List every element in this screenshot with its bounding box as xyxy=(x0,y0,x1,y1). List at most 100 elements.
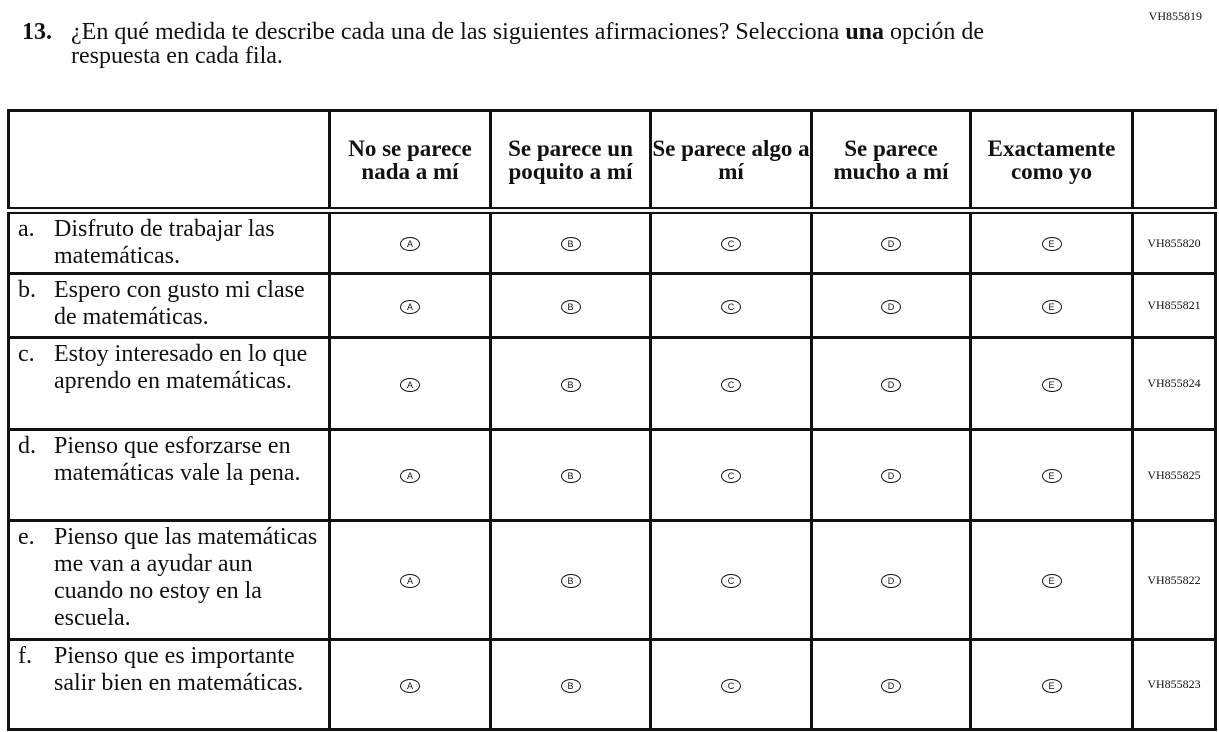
answer-bubble-d[interactable]: D xyxy=(881,377,901,392)
table-row: a. Disfruto de trabajar las matemáticas. A… xyxy=(7,209,1217,275)
answer-bubble-a[interactable]: A xyxy=(400,377,420,392)
header-blank xyxy=(1131,109,1217,214)
statement-text: Espero con gusto mi clase de matemáticas… xyxy=(54,277,305,330)
option-cell: C xyxy=(649,336,813,431)
option-cell: C xyxy=(649,638,813,731)
item-code: VH855825 xyxy=(1131,428,1217,522)
statement-letter: f. xyxy=(18,643,32,669)
item-code: VH855822 xyxy=(1131,519,1217,641)
option-cell: A xyxy=(328,272,492,339)
statement-text: Pienso que esforzarse en matemáticas val… xyxy=(54,433,301,486)
answer-bubble-b[interactable]: B xyxy=(560,574,581,588)
option-cell: E xyxy=(969,428,1134,522)
item-code: VH855823 xyxy=(1131,638,1217,731)
question-text-part: opción de respuesta en cada fila. xyxy=(71,19,985,69)
option-cell: B xyxy=(489,638,652,731)
option-cell: C xyxy=(649,209,813,275)
option-cell: E xyxy=(969,209,1134,275)
option-cell: C xyxy=(649,272,813,339)
statement: c. Estoy interesado en lo que aprendo en … xyxy=(7,336,331,431)
statement: f. Pienso que es importante salir bien en… xyxy=(7,638,331,731)
option-cell: D xyxy=(810,209,972,275)
answer-bubble-a[interactable]: A xyxy=(400,299,420,314)
answer-bubble-d[interactable]: D xyxy=(881,299,901,314)
option-cell: A xyxy=(328,336,492,431)
answer-bubble-b[interactable]: B xyxy=(560,469,581,483)
option-cell: E xyxy=(969,638,1134,731)
answer-bubble-e[interactable]: E xyxy=(1041,678,1062,693)
answer-bubble-c[interactable]: C xyxy=(721,469,741,483)
option-cell: D xyxy=(810,336,972,431)
answer-bubble-b[interactable]: B xyxy=(560,377,581,392)
answer-bubble-c[interactable]: C xyxy=(721,299,741,314)
answer-bubble-d[interactable]: D xyxy=(881,469,901,483)
item-code: VH855821 xyxy=(1131,272,1217,339)
answer-bubble-a[interactable]: A xyxy=(400,237,420,251)
option-cell: D xyxy=(810,638,972,731)
answer-bubble-e[interactable]: E xyxy=(1041,574,1062,588)
table-row: f. Pienso que es importante salir bien en… xyxy=(7,638,1217,731)
answer-bubble-c[interactable]: C xyxy=(721,678,741,693)
option-cell: E xyxy=(969,336,1134,431)
statement-letter: b. xyxy=(18,277,36,303)
statement: b. Espero con gusto mi clase de matemátic… xyxy=(7,272,331,339)
statement: a. Disfruto de trabajar las matemáticas. xyxy=(7,209,331,275)
column-header: Se parece mucho a mí xyxy=(810,109,972,214)
table-row: e. Pienso que las matemáticas me van a ay… xyxy=(7,519,1217,641)
table-row: d. Pienso que esforzarse en matemáticas v… xyxy=(7,428,1217,522)
question-number: 13. xyxy=(22,19,52,45)
column-header: Se parece un poquito a mí xyxy=(489,109,652,214)
table-row: b. Espero con gusto mi clase de matemátic… xyxy=(7,272,1217,339)
option-cell: A xyxy=(328,428,492,522)
answer-bubble-c[interactable]: C xyxy=(721,574,741,588)
answer-bubble-c[interactable]: C xyxy=(721,237,741,251)
statement-letter: a. xyxy=(18,216,35,242)
answer-bubble-d[interactable]: D xyxy=(881,678,901,693)
answer-bubble-b[interactable]: B xyxy=(560,237,581,251)
option-cell: A xyxy=(328,638,492,731)
answer-bubble-e[interactable]: E xyxy=(1041,469,1062,483)
answer-bubble-a[interactable]: A xyxy=(400,469,420,483)
option-cell: D xyxy=(810,272,972,339)
option-cell: C xyxy=(649,428,813,522)
answer-bubble-a[interactable]: A xyxy=(400,574,420,588)
answer-bubble-d[interactable]: D xyxy=(881,574,901,588)
table-row: c. Estoy interesado en lo que aprendo en … xyxy=(7,336,1217,431)
option-cell: C xyxy=(649,519,813,641)
header-blank xyxy=(7,109,331,214)
column-header: Se parece algo a mí xyxy=(649,109,813,214)
answer-bubble-c[interactable]: C xyxy=(721,377,741,392)
answer-bubble-b[interactable]: B xyxy=(560,299,581,314)
option-cell: B xyxy=(489,272,652,339)
form-code: VH855819 xyxy=(1148,9,1202,23)
option-cell: B xyxy=(489,428,652,522)
column-header: No se parece nada a mí xyxy=(328,109,492,214)
statement: e. Pienso que las matemáticas me van a ay… xyxy=(7,519,331,641)
option-cell: D xyxy=(810,428,972,522)
statement: d. Pienso que esforzarse en matemáticas v… xyxy=(7,428,331,522)
option-cell: E xyxy=(969,272,1134,339)
answer-bubble-d[interactable]: D xyxy=(881,237,901,251)
question-text: ¿En qué medida te describe cada una de l… xyxy=(71,20,1071,68)
option-cell: B xyxy=(489,209,652,275)
statement-letter: e. xyxy=(18,524,35,550)
answer-bubble-e[interactable]: E xyxy=(1041,299,1062,314)
response-grid: No se parece nada a mí Se parece un poqui… xyxy=(7,109,1217,731)
item-code: VH855824 xyxy=(1131,336,1217,431)
statement-text: Pienso que las matemáticas me van a ayud… xyxy=(54,524,318,631)
question-text-emphasis: una xyxy=(845,19,885,45)
option-cell: B xyxy=(489,519,652,641)
statement-letter: c. xyxy=(18,341,35,367)
answer-bubble-b[interactable]: B xyxy=(560,678,581,693)
statement-letter: d. xyxy=(18,433,36,459)
statement-text: Pienso que es importante salir bien en m… xyxy=(54,643,304,696)
question-text-part: ¿En qué medida te describe cada una de l… xyxy=(71,19,846,45)
statement-text: Estoy interesado en lo que aprendo en ma… xyxy=(54,341,308,394)
statement-text: Disfruto de trabajar las matemáticas. xyxy=(54,216,275,269)
answer-bubble-e[interactable]: E xyxy=(1041,377,1062,392)
option-cell: D xyxy=(810,519,972,641)
answer-bubble-a[interactable]: A xyxy=(400,678,420,693)
column-header: Exactamente como yo xyxy=(969,109,1134,214)
option-cell: A xyxy=(328,209,492,275)
answer-bubble-e[interactable]: E xyxy=(1041,237,1062,251)
